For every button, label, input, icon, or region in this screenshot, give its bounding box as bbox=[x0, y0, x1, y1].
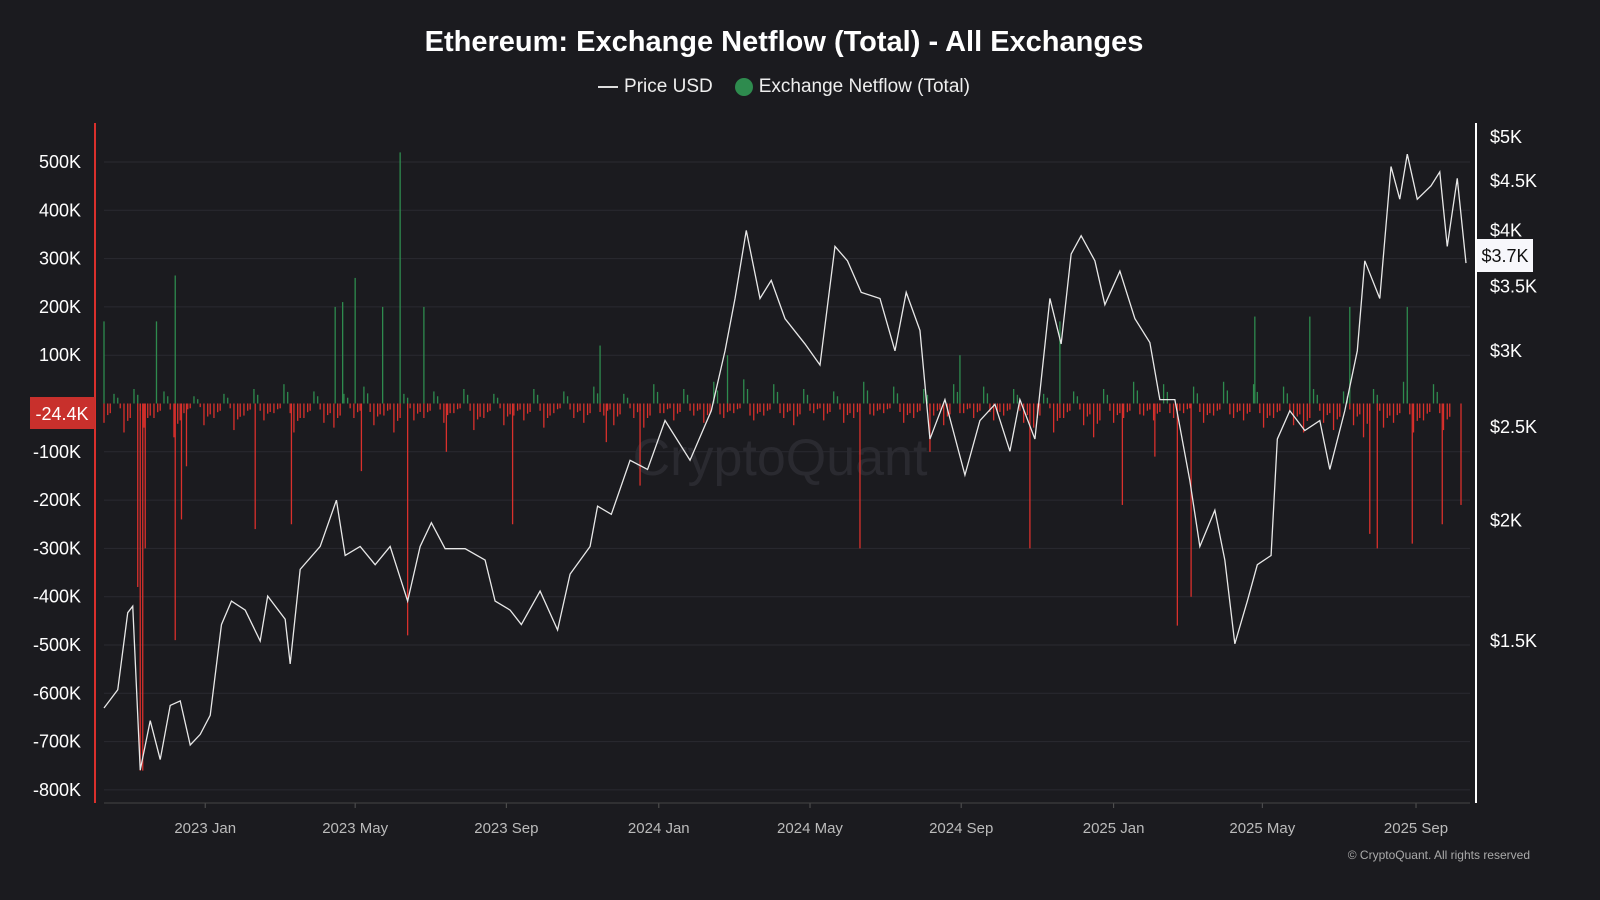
chart-title: Ethereum: Exchange Netflow (Total) - All… bbox=[424, 26, 1144, 58]
left-tick-label: -800K bbox=[33, 780, 81, 800]
current-price-label: $3.7K bbox=[1481, 246, 1528, 266]
x-tick-label: 2023 Jan bbox=[174, 820, 236, 837]
price-line bbox=[103, 153, 1467, 771]
left-tick-label: 200K bbox=[39, 297, 81, 317]
copyright: © CryptoQuant. All rights reserved bbox=[1347, 848, 1530, 862]
left-tick-label: -300K bbox=[33, 538, 81, 558]
current-price-marker bbox=[1477, 239, 1533, 272]
x-tick-label: 2024 Jan bbox=[628, 820, 690, 837]
left-tick-label: -200K bbox=[33, 490, 81, 510]
legend: Price USD Exchange Netflow (Total) bbox=[0, 76, 1568, 98]
x-tick-label: 2025 Jan bbox=[1083, 820, 1145, 837]
right-tick-label: $2K bbox=[1490, 511, 1522, 531]
x-tick-label: 2025 May bbox=[1229, 820, 1295, 837]
left-tick-label: -400K bbox=[33, 587, 81, 607]
dot-swatch-icon bbox=[734, 78, 753, 96]
x-tick-label: 2024 May bbox=[777, 820, 843, 837]
current-netflow-marker bbox=[30, 397, 95, 429]
left-tick-label: 100K bbox=[39, 345, 81, 365]
right-tick-label: $4.5K bbox=[1490, 171, 1537, 191]
left-tick-label: -700K bbox=[33, 732, 81, 752]
right-tick-label: $3.5K bbox=[1490, 276, 1537, 296]
left-tick-label: 500K bbox=[39, 152, 81, 172]
right-tick-label: $4K bbox=[1490, 220, 1522, 240]
legend-label: Exchange Netflow (Total) bbox=[758, 76, 970, 97]
right-tick-label: $2.5K bbox=[1490, 417, 1537, 437]
line-swatch-icon bbox=[598, 86, 619, 88]
x-tick-label: 2023 Sep bbox=[474, 820, 538, 837]
current-netflow-label: -24.4K bbox=[35, 404, 88, 424]
left-tick-label: -500K bbox=[33, 635, 81, 655]
right-tick-label: $5K bbox=[1490, 127, 1522, 147]
x-tick-label: 2023 May bbox=[322, 820, 388, 837]
left-tick-label: 300K bbox=[39, 249, 81, 269]
left-tick-label: 400K bbox=[39, 200, 81, 220]
x-tick-label: 2024 Sep bbox=[929, 820, 993, 837]
legend-item-price[interactable]: Price USD bbox=[598, 76, 713, 98]
right-tick-label: $3K bbox=[1490, 341, 1522, 361]
legend-label: Price USD bbox=[624, 76, 713, 97]
left-tick-label: -100K bbox=[33, 442, 81, 462]
x-tick-label: 2025 Sep bbox=[1384, 820, 1448, 837]
left-tick-label: -600K bbox=[33, 683, 81, 703]
legend-item-netflow[interactable]: Exchange Netflow (Total) bbox=[734, 76, 970, 98]
right-tick-label: $1.5K bbox=[1490, 631, 1537, 651]
watermark: CryptoQuant bbox=[633, 429, 928, 487]
